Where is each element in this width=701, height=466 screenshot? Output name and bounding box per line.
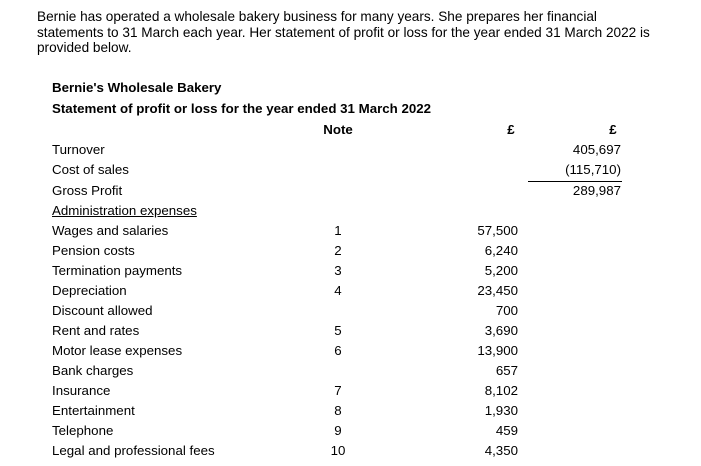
row-amount: 8,102 <box>484 383 518 398</box>
row-note: 8 <box>334 403 342 418</box>
statement-title: Statement of profit or loss for the year… <box>52 101 432 116</box>
table-row: Administration expenses <box>0 201 701 221</box>
table-row: Rent and rates 5 3,690 <box>0 321 701 341</box>
table-row: Termination payments 3 5,200 <box>0 261 701 281</box>
row-note: 6 <box>334 343 342 358</box>
row-amount: 459 <box>495 423 518 438</box>
row-label: Termination payments <box>52 263 183 278</box>
row-amount: 5,200 <box>484 263 518 278</box>
table-row: Entertainment 8 1,930 <box>0 401 701 421</box>
row-label: Pension costs <box>52 243 135 258</box>
header-currency-col1: £ <box>507 122 515 137</box>
row-amount: 57,500 <box>477 223 518 238</box>
row-note: 10 <box>330 443 346 458</box>
row-total: 405,697 <box>572 142 621 157</box>
row-note: 2 <box>334 243 342 258</box>
row-label: Insurance <box>52 383 111 398</box>
table-row: Bank charges 657 <box>0 361 701 381</box>
intro-paragraph: Bernie has operated a wholesale bakery b… <box>37 9 650 55</box>
table-row: Motor lease expenses 6 13,900 <box>0 341 701 361</box>
row-amount: 700 <box>495 303 518 318</box>
row-amount: 657 <box>495 363 518 378</box>
row-note: 5 <box>334 323 342 338</box>
row-label: Depreciation <box>52 283 127 298</box>
row-note: 7 <box>334 383 342 398</box>
row-amount: 1,930 <box>484 403 518 418</box>
table-row: Pension costs 2 6,240 <box>0 241 701 261</box>
row-label: Entertainment <box>52 403 135 418</box>
header-note: Note <box>323 122 353 137</box>
table-row: Turnover 405,697 <box>0 140 701 160</box>
row-amount: 13,900 <box>477 343 518 358</box>
section-heading: Administration expenses <box>52 203 197 218</box>
row-total: (115,710) <box>565 162 621 177</box>
row-label: Telephone <box>52 423 114 438</box>
company-name: Bernie's Wholesale Bakery <box>52 80 222 95</box>
row-note: 4 <box>334 283 342 298</box>
row-amount: 23,450 <box>477 283 518 298</box>
table-row: Discount allowed 700 <box>0 301 701 321</box>
table-row: Wages and salaries 1 57,500 <box>0 221 701 241</box>
row-label: Bank charges <box>52 363 134 378</box>
table-row: Insurance 7 8,102 <box>0 381 701 401</box>
row-amount: 3,690 <box>484 323 518 338</box>
row-label: Wages and salaries <box>52 223 169 238</box>
row-label: Turnover <box>52 142 105 157</box>
row-note: 1 <box>334 223 342 238</box>
row-label: Cost of sales <box>52 162 129 177</box>
row-label: Legal and professional fees <box>52 443 215 458</box>
table-row: Depreciation 4 23,450 <box>0 281 701 301</box>
table-row: Cost of sales (115,710) <box>0 160 701 180</box>
header-currency-col2: £ <box>609 122 617 137</box>
row-note: 3 <box>334 263 342 278</box>
subtotal-rule <box>528 181 622 182</box>
row-total: 289,987 <box>572 183 621 198</box>
table-row: Legal and professional fees 10 4,350 <box>0 441 701 461</box>
row-label: Discount allowed <box>52 303 153 318</box>
row-label: Rent and rates <box>52 323 140 338</box>
table-row: Telephone 9 459 <box>0 421 701 441</box>
table-row: Gross Profit 289,987 <box>0 181 701 201</box>
row-amount: 4,350 <box>484 443 518 458</box>
row-note: 9 <box>334 423 342 438</box>
row-amount: 6,240 <box>484 243 518 258</box>
row-label: Gross Profit <box>52 183 123 198</box>
row-label: Motor lease expenses <box>52 343 183 358</box>
